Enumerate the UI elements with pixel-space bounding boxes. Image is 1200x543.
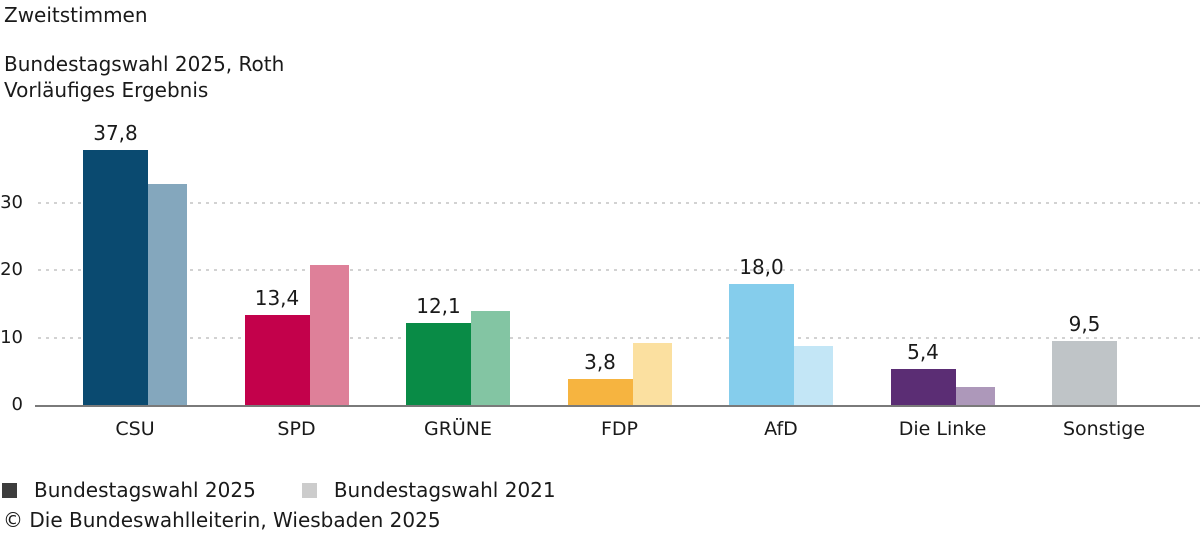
- bar-2025-spd: [244, 314, 310, 405]
- bar-2025-gr-ne: [406, 323, 471, 405]
- chart-legend: Bundestagswahl 2025 Bundestagswahl 2021: [2, 478, 556, 502]
- chart-title: Zweitstimmen: [4, 3, 148, 27]
- x-axis-line: [35, 405, 1200, 407]
- chart-subtitle: Bundestagswahl 2025, Roth Vorläufiges Er…: [4, 51, 284, 103]
- y-axis-tick-20: 20: [0, 259, 23, 280]
- x-axis-label-fdp: FDP: [600, 418, 639, 440]
- value-label-csu: 37,8: [93, 120, 138, 145]
- value-label-sonstige: 9,5: [1068, 311, 1101, 336]
- bar-2025-sonstige: [1052, 340, 1117, 405]
- bar-2025-fdp: [567, 379, 633, 405]
- legend-swatch-2021: [301, 482, 317, 498]
- x-axis-label-gr-ne: GRÜNE: [423, 418, 493, 440]
- x-axis-label-sonstige: Sonstige: [1062, 418, 1146, 440]
- value-label-die-linke: 5,4: [907, 339, 939, 364]
- gridline-30: [38, 201, 1200, 204]
- subtitle-line-2: Vorläufiges Ergebnis: [4, 78, 209, 102]
- bar-chart-plot-area: 0 10 20 30 37,8 CSU 13,4 SPD 12,1 GRÜNE 3,8 FDP 18,0…: [0, 120, 1200, 440]
- x-axis-label-spd: SPD: [277, 418, 316, 440]
- legend-swatch-2025: [2, 482, 17, 498]
- bar-2021-afd: [794, 346, 833, 405]
- value-label-gr-ne: 12,1: [416, 294, 461, 319]
- bar-2021-gr-ne: [471, 311, 510, 405]
- bar-2025-afd: [729, 283, 794, 405]
- legend-item-2025: Bundestagswahl 2025: [2, 478, 256, 502]
- bar-2021-csu: [148, 184, 187, 405]
- value-label-fdp: 3,8: [584, 350, 616, 375]
- value-label-spd: 13,4: [254, 285, 300, 310]
- bar-2025-die-linke: [890, 368, 956, 405]
- bar-2021-spd: [309, 264, 349, 405]
- x-axis-label-die-linke: Die Linke: [898, 418, 987, 440]
- legend-label-2021: Bundestagswahl 2021: [333, 478, 556, 502]
- legend-label-2025: Bundestagswahl 2025: [34, 478, 256, 502]
- y-axis-tick-30: 30: [0, 191, 23, 213]
- bar-2021-die-linke: [955, 386, 995, 405]
- x-axis-label-afd: AfD: [764, 418, 798, 440]
- bar-2025-csu: [83, 149, 148, 405]
- copyright-text: © Die Bundeswahlleiterin, Wiesbaden 2025: [3, 508, 441, 532]
- bar-2021-fdp: [632, 342, 672, 405]
- value-label-afd: 18,0: [739, 254, 784, 279]
- legend-item-2021: Bundestagswahl 2021: [301, 478, 556, 502]
- gridline-20: [38, 269, 1200, 271]
- y-axis-tick-10: 10: [0, 326, 23, 348]
- x-axis-label-csu: CSU: [115, 418, 155, 440]
- y-axis-tick-0: 0: [11, 394, 23, 415]
- subtitle-line-1: Bundestagswahl 2025, Roth: [4, 52, 285, 76]
- gridline-10: [38, 336, 1200, 339]
